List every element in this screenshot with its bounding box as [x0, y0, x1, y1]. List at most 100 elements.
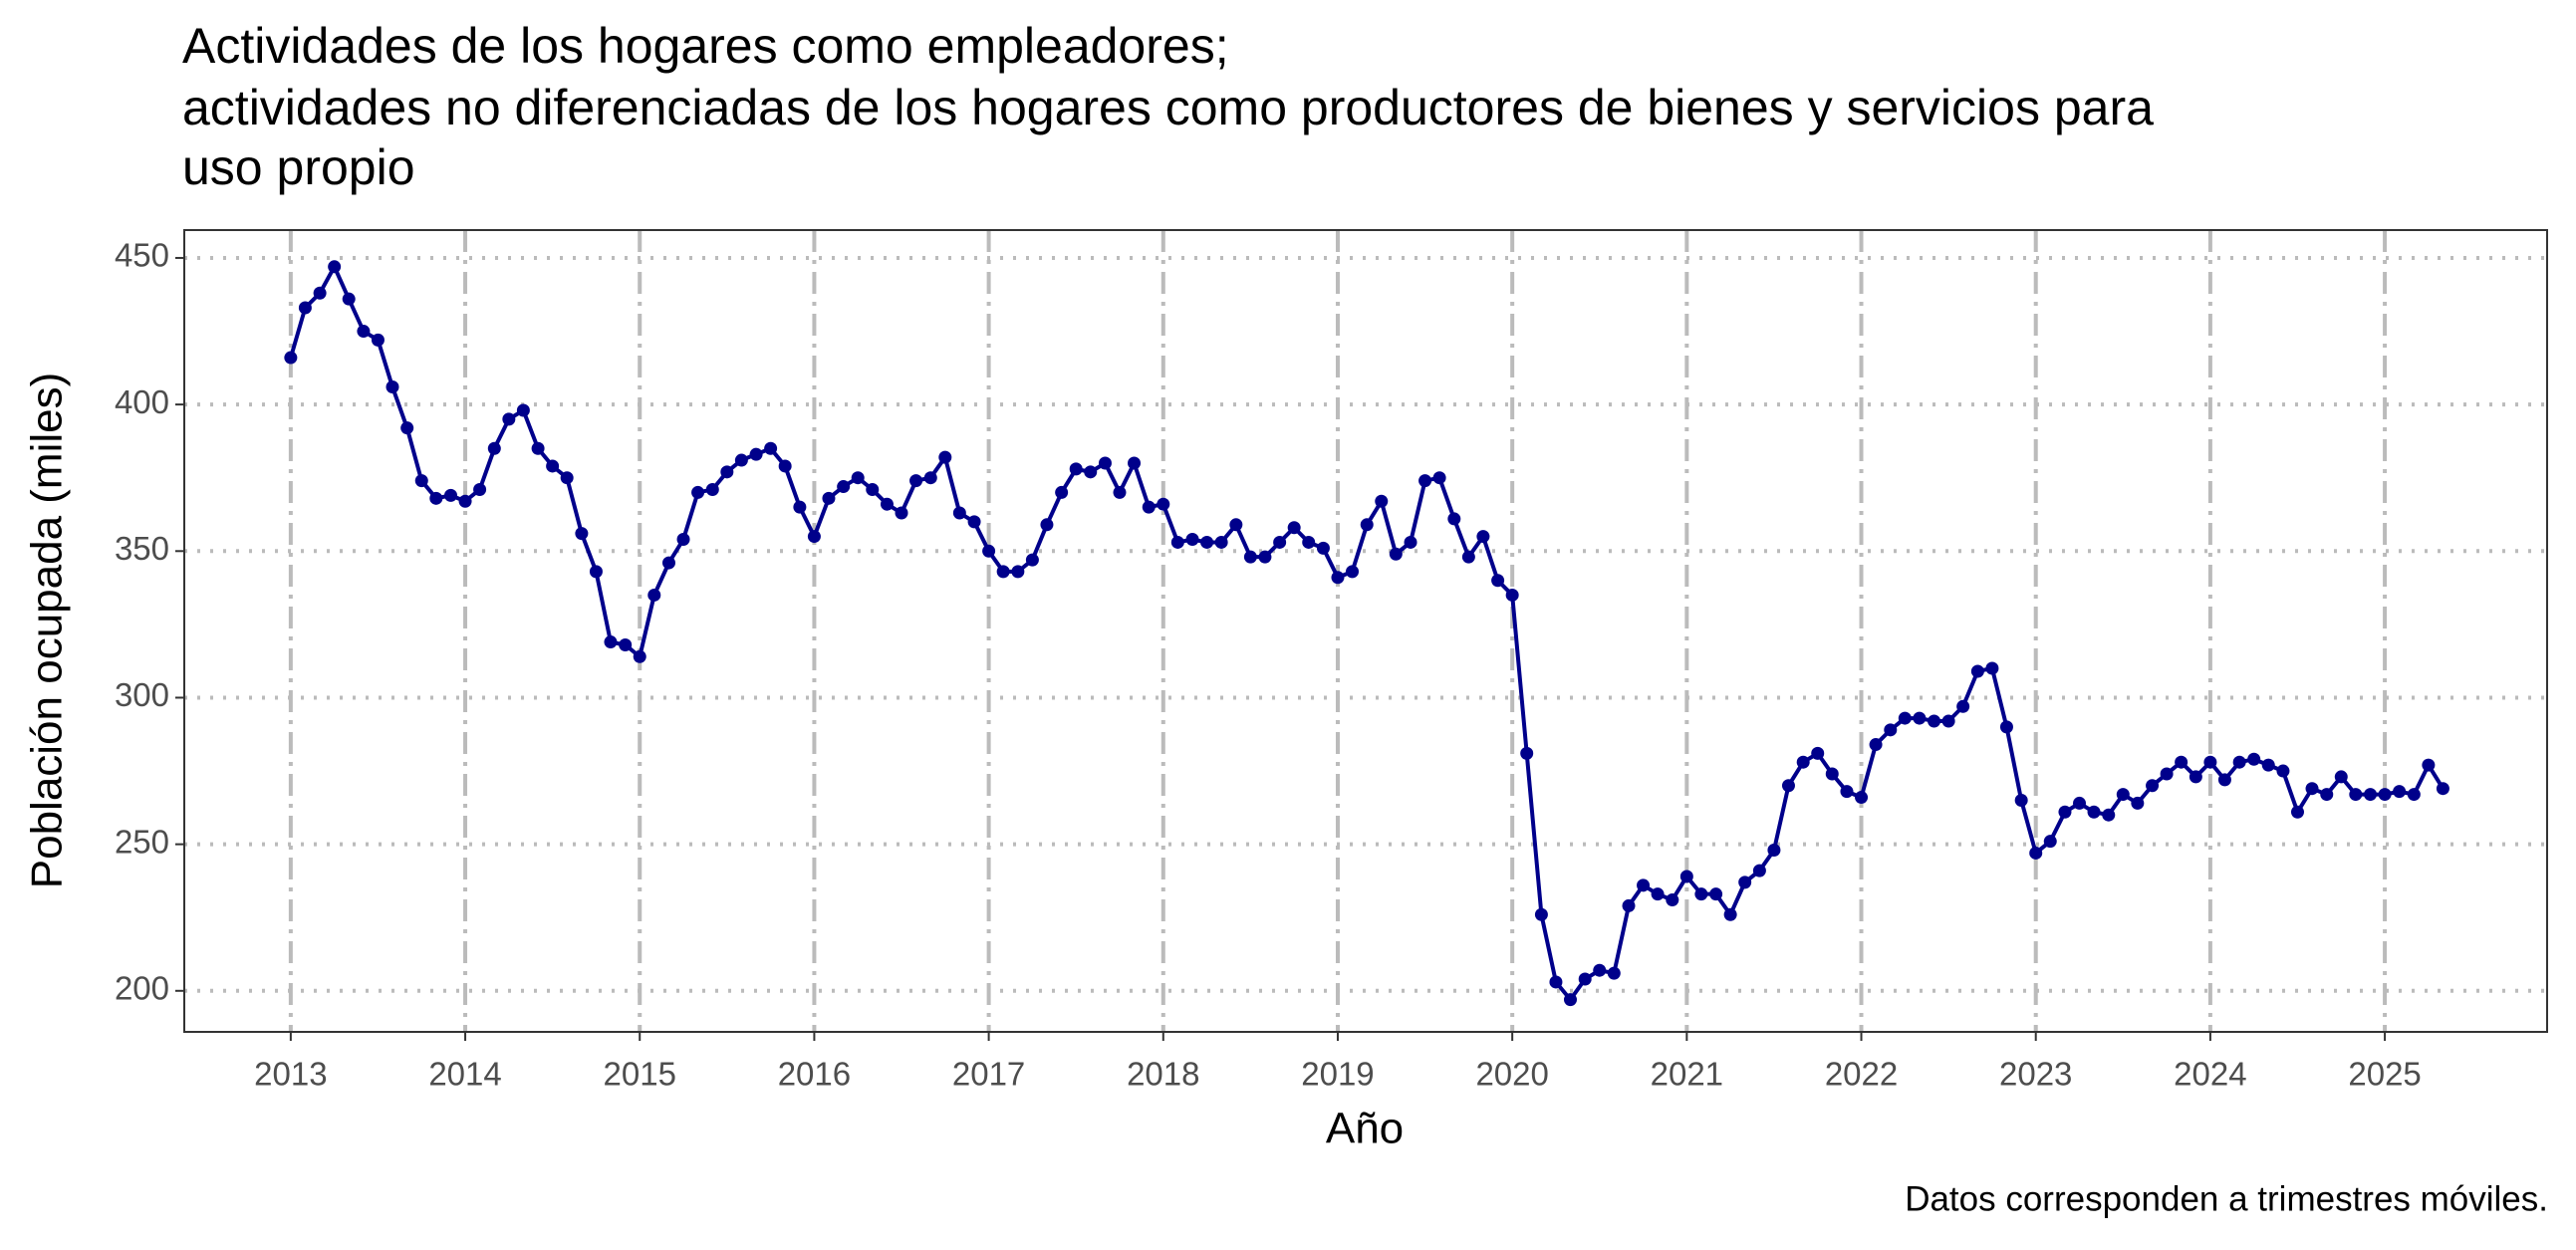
point: [2349, 788, 2363, 802]
point: [298, 301, 312, 315]
point: [1011, 565, 1025, 579]
point: [1738, 875, 1752, 889]
point: [1534, 907, 1548, 921]
point: [1331, 571, 1345, 585]
point: [1418, 474, 1432, 488]
point: [1055, 485, 1069, 499]
point: [1128, 456, 1142, 470]
point: [1709, 887, 1723, 901]
point: [386, 379, 399, 393]
point: [880, 497, 894, 511]
point: [1985, 661, 1999, 675]
y-tick-label: 350: [115, 530, 169, 567]
point: [982, 544, 996, 558]
y-tick-label: 250: [115, 823, 169, 860]
point: [1811, 746, 1825, 760]
point: [2364, 788, 2378, 802]
point: [2029, 846, 2043, 860]
point: [2203, 755, 2217, 769]
point: [764, 441, 778, 455]
point: [1389, 547, 1403, 561]
point: [1505, 588, 1519, 602]
caption: Datos corresponden a trimestres móviles.: [1905, 1179, 2548, 1218]
point: [1723, 907, 1737, 921]
point: [313, 286, 327, 300]
point: [1898, 711, 1912, 725]
point: [895, 506, 908, 520]
point: [952, 506, 966, 520]
point: [1825, 767, 1839, 781]
point: [1607, 966, 1621, 980]
point: [822, 491, 836, 505]
point: [909, 474, 923, 488]
point: [2217, 773, 2231, 787]
x-tick-label: 2016: [778, 1056, 851, 1093]
chart-title: Actividades de los hogares como empleado…: [182, 18, 1229, 74]
point: [1316, 541, 1330, 555]
point: [1142, 500, 1156, 514]
x-tick-label: 2024: [2174, 1056, 2246, 1093]
y-tick-label: 450: [115, 237, 169, 274]
point: [1651, 887, 1665, 901]
point: [2189, 770, 2202, 784]
point: [1200, 535, 1214, 549]
point: [1520, 746, 1534, 760]
point: [1084, 465, 1098, 479]
point: [967, 515, 981, 529]
point: [807, 530, 821, 544]
point: [2247, 752, 2261, 766]
point: [1185, 533, 1199, 547]
x-tick-label: 2014: [428, 1056, 501, 1093]
x-tick-label: 2019: [1301, 1056, 1374, 1093]
point: [2043, 835, 2057, 849]
point: [2393, 785, 2407, 799]
point: [720, 465, 734, 479]
point: [531, 441, 545, 455]
point: [1637, 878, 1651, 892]
point: [357, 325, 371, 339]
point: [1781, 779, 1795, 793]
point: [793, 500, 807, 514]
point: [2276, 764, 2290, 778]
point: [1258, 550, 1272, 564]
point: [1404, 535, 1417, 549]
point: [2146, 779, 2160, 793]
point: [647, 588, 661, 602]
point: [1098, 456, 1112, 470]
point: [661, 556, 675, 570]
point: [1928, 714, 1941, 728]
point: [1840, 785, 1854, 799]
point: [284, 351, 298, 365]
point: [1694, 887, 1708, 901]
point: [2102, 808, 2116, 822]
chart-title: actividades no diferenciadas de los hoga…: [182, 80, 2154, 135]
x-tick-label: 2022: [1825, 1056, 1898, 1093]
point: [1622, 898, 1636, 912]
y-tick-label: 400: [115, 383, 169, 420]
x-tick-label: 2021: [1651, 1056, 1723, 1093]
point: [1752, 864, 1766, 877]
point: [2261, 758, 2275, 772]
point: [1956, 699, 1970, 713]
point: [487, 441, 501, 455]
x-tick-label: 2015: [604, 1056, 676, 1093]
point: [2290, 805, 2304, 819]
point: [2232, 755, 2246, 769]
point: [2378, 788, 2392, 802]
point: [371, 333, 385, 347]
point: [342, 292, 356, 306]
point: [1214, 535, 1228, 549]
point: [1476, 530, 1490, 544]
x-tick-label: 2017: [952, 1056, 1025, 1093]
point: [2073, 796, 2087, 810]
point: [866, 482, 880, 496]
point: [1578, 972, 1592, 986]
point: [1229, 518, 1243, 532]
point: [851, 471, 865, 485]
point: [1170, 535, 1184, 549]
x-axis-title: Año: [1326, 1105, 1404, 1153]
point: [2160, 767, 2174, 781]
x-tick-label: 2023: [1999, 1056, 2072, 1093]
point: [1346, 565, 1360, 579]
point: [1970, 664, 1984, 678]
